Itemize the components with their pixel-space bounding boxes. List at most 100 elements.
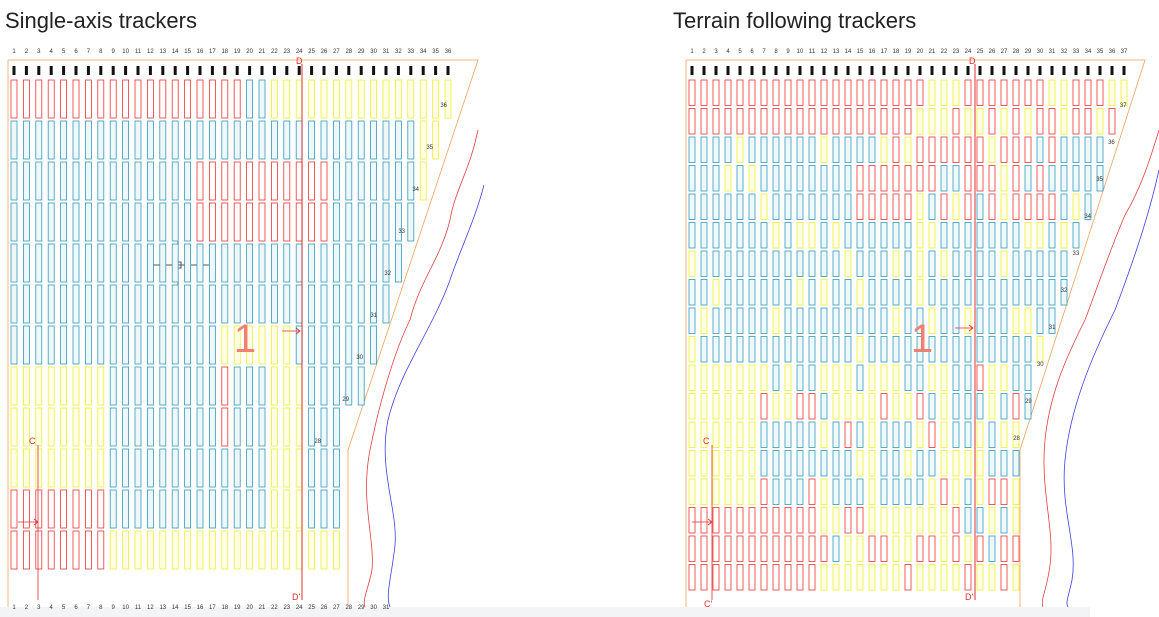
tracker-head xyxy=(161,66,165,75)
section-mark: D' xyxy=(965,592,973,602)
tracker xyxy=(856,393,864,420)
tracker xyxy=(844,564,852,591)
tracker xyxy=(976,250,984,277)
tracker xyxy=(784,421,792,448)
tracker xyxy=(171,366,179,406)
tracker xyxy=(258,366,266,406)
tracker-head xyxy=(12,66,16,75)
tracker-head xyxy=(297,66,301,75)
tracker xyxy=(820,136,828,163)
tracker xyxy=(109,79,117,119)
tracker xyxy=(1012,250,1020,277)
tracker-head xyxy=(396,66,400,75)
tracker xyxy=(820,79,828,106)
tracker xyxy=(820,478,828,505)
tracker xyxy=(832,250,840,277)
tracker xyxy=(736,165,744,192)
tracker xyxy=(283,79,291,119)
tracker xyxy=(258,161,266,201)
tracker xyxy=(10,243,18,283)
tracker xyxy=(246,161,254,201)
tracker xyxy=(1036,222,1044,249)
tracker xyxy=(964,478,972,505)
tracker xyxy=(357,284,365,324)
row-label: 34 xyxy=(412,187,419,193)
tracker-head xyxy=(1050,66,1054,75)
tracker xyxy=(832,279,840,306)
column-number: 21 xyxy=(259,605,266,611)
tracker xyxy=(688,250,696,277)
column-number: 30 xyxy=(370,605,377,611)
tracker xyxy=(904,535,912,562)
tracker xyxy=(22,79,30,119)
tracker xyxy=(964,165,972,192)
tracker xyxy=(134,243,142,283)
tracker xyxy=(736,478,744,505)
tracker xyxy=(270,202,278,242)
tracker xyxy=(394,79,402,119)
tracker xyxy=(820,364,828,391)
tracker xyxy=(964,108,972,135)
tracker-head xyxy=(930,66,934,75)
tracker xyxy=(820,165,828,192)
tracker xyxy=(820,421,828,448)
column-number: 6 xyxy=(74,49,78,55)
tracker xyxy=(10,284,18,324)
tracker xyxy=(904,450,912,477)
tracker xyxy=(952,535,960,562)
tracker xyxy=(904,564,912,591)
tracker xyxy=(60,325,67,365)
tracker xyxy=(283,325,291,365)
column-number: 9 xyxy=(112,49,116,55)
tracker xyxy=(1084,79,1092,106)
tracker xyxy=(258,284,266,324)
tracker xyxy=(1048,307,1056,334)
tracker xyxy=(134,202,142,242)
tracker xyxy=(760,535,768,562)
tracker xyxy=(1012,136,1020,163)
tracker xyxy=(1072,165,1080,192)
tracker xyxy=(1096,79,1104,106)
tracker xyxy=(772,222,780,249)
column-number: 5 xyxy=(62,49,66,55)
tracker xyxy=(221,366,229,406)
tracker xyxy=(964,364,972,391)
tracker xyxy=(134,161,142,201)
tracker xyxy=(10,325,18,365)
tracker xyxy=(122,325,129,365)
tracker xyxy=(928,108,936,135)
tracker xyxy=(72,202,80,242)
tracker xyxy=(868,421,876,448)
tracker-head xyxy=(421,66,425,75)
column-number: 1 xyxy=(690,49,694,55)
tracker xyxy=(10,202,18,242)
tracker xyxy=(233,489,241,529)
tracker xyxy=(904,393,912,420)
tracker xyxy=(47,489,55,529)
tracker xyxy=(952,279,960,306)
tracker xyxy=(988,535,996,562)
tracker xyxy=(1036,279,1044,306)
tracker-head xyxy=(285,66,289,75)
tracker xyxy=(796,478,804,505)
tracker xyxy=(1048,193,1056,220)
tracker xyxy=(748,421,756,448)
tracker xyxy=(1000,79,1008,106)
tracker xyxy=(35,243,43,283)
tracker-head xyxy=(74,66,78,75)
tracker xyxy=(320,530,328,570)
tracker xyxy=(808,507,816,534)
tracker xyxy=(904,279,912,306)
column-number: 4 xyxy=(726,49,730,55)
tracker xyxy=(47,448,55,488)
tracker xyxy=(796,222,804,249)
tracker xyxy=(724,336,732,363)
tracker xyxy=(22,243,30,283)
tracker xyxy=(964,393,972,420)
tracker xyxy=(295,284,303,324)
tracker xyxy=(988,393,996,420)
tracker xyxy=(904,165,912,192)
tracker xyxy=(976,478,984,505)
tracker xyxy=(171,325,179,365)
